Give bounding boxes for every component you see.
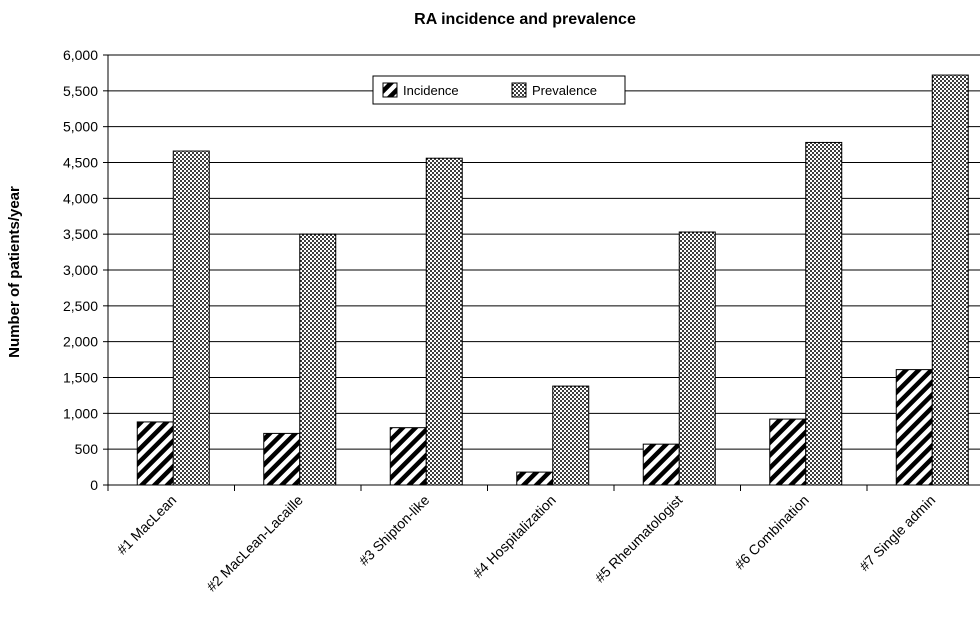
y-tick-label: 0	[90, 477, 98, 493]
x-tick-labels: #1 MacLean #2 MacLean-Lacaille #3 Shipton-…	[114, 492, 939, 595]
x-tick-label: #6 Combination	[731, 492, 812, 573]
x-tick-label: #5 Rheumatologist	[592, 492, 686, 586]
bar-prevalence-5	[678, 231, 716, 486]
bar-prevalence-1	[172, 150, 210, 486]
bar-prevalence-6	[805, 141, 843, 486]
x-tick-label: #2 MacLean-Lacaille	[203, 492, 306, 595]
x-tick-label: #3 Shipton-like	[356, 492, 433, 569]
y-tick-label: 2,000	[63, 334, 98, 350]
axes	[103, 54, 980, 491]
legend-swatch-incidence	[382, 82, 398, 98]
bars	[136, 74, 969, 486]
y-tick-label: 1,000	[63, 405, 98, 421]
legend-label-prevalence: Prevalence	[532, 83, 597, 98]
bar-incidence-3	[389, 427, 427, 486]
bar-prevalence-3	[425, 157, 463, 486]
x-tick-label: #4 Hospitalization	[469, 492, 558, 581]
bar-prevalence-2	[299, 233, 337, 486]
y-tick-label: 1,500	[63, 370, 98, 386]
y-tick-label: 2,500	[63, 298, 98, 314]
y-tick-label: 500	[75, 441, 99, 457]
y-tick-label: 3,500	[63, 226, 98, 242]
chart-title: RA incidence and prevalence	[414, 11, 636, 28]
legend: Incidence Prevalence	[372, 75, 626, 105]
y-tick-label: 3,000	[63, 262, 98, 278]
x-tick-label: #1 MacLean	[114, 492, 180, 558]
legend-swatch-prevalence	[511, 82, 527, 98]
bar-prevalence-4	[552, 385, 590, 486]
x-tick-label: #7 Single admin	[856, 492, 938, 574]
y-axis-label: Number of patients/year	[6, 186, 23, 358]
y-tick-label: 4,000	[63, 190, 98, 206]
bar-incidence-7	[895, 369, 933, 486]
bar-incidence-1	[136, 421, 174, 486]
y-tick-label: 6,000	[63, 47, 98, 63]
gridlines	[108, 54, 980, 450]
y-tick-label: 4,500	[63, 155, 98, 171]
bar-incidence-6	[769, 418, 807, 486]
y-tick-label: 5,500	[63, 83, 98, 99]
bar-prevalence-7	[931, 74, 969, 486]
bar-incidence-4	[516, 471, 554, 486]
y-tick-label: 5,000	[63, 119, 98, 135]
legend-box	[372, 75, 626, 105]
y-tick-labels: 0 500 1,000 1,500 2,000 2,500 3,000 3,500 4,000 4…	[63, 47, 98, 493]
legend-label-incidence: Incidence	[403, 83, 459, 98]
bar-incidence-5	[642, 443, 680, 486]
bar-incidence-2	[263, 432, 301, 486]
